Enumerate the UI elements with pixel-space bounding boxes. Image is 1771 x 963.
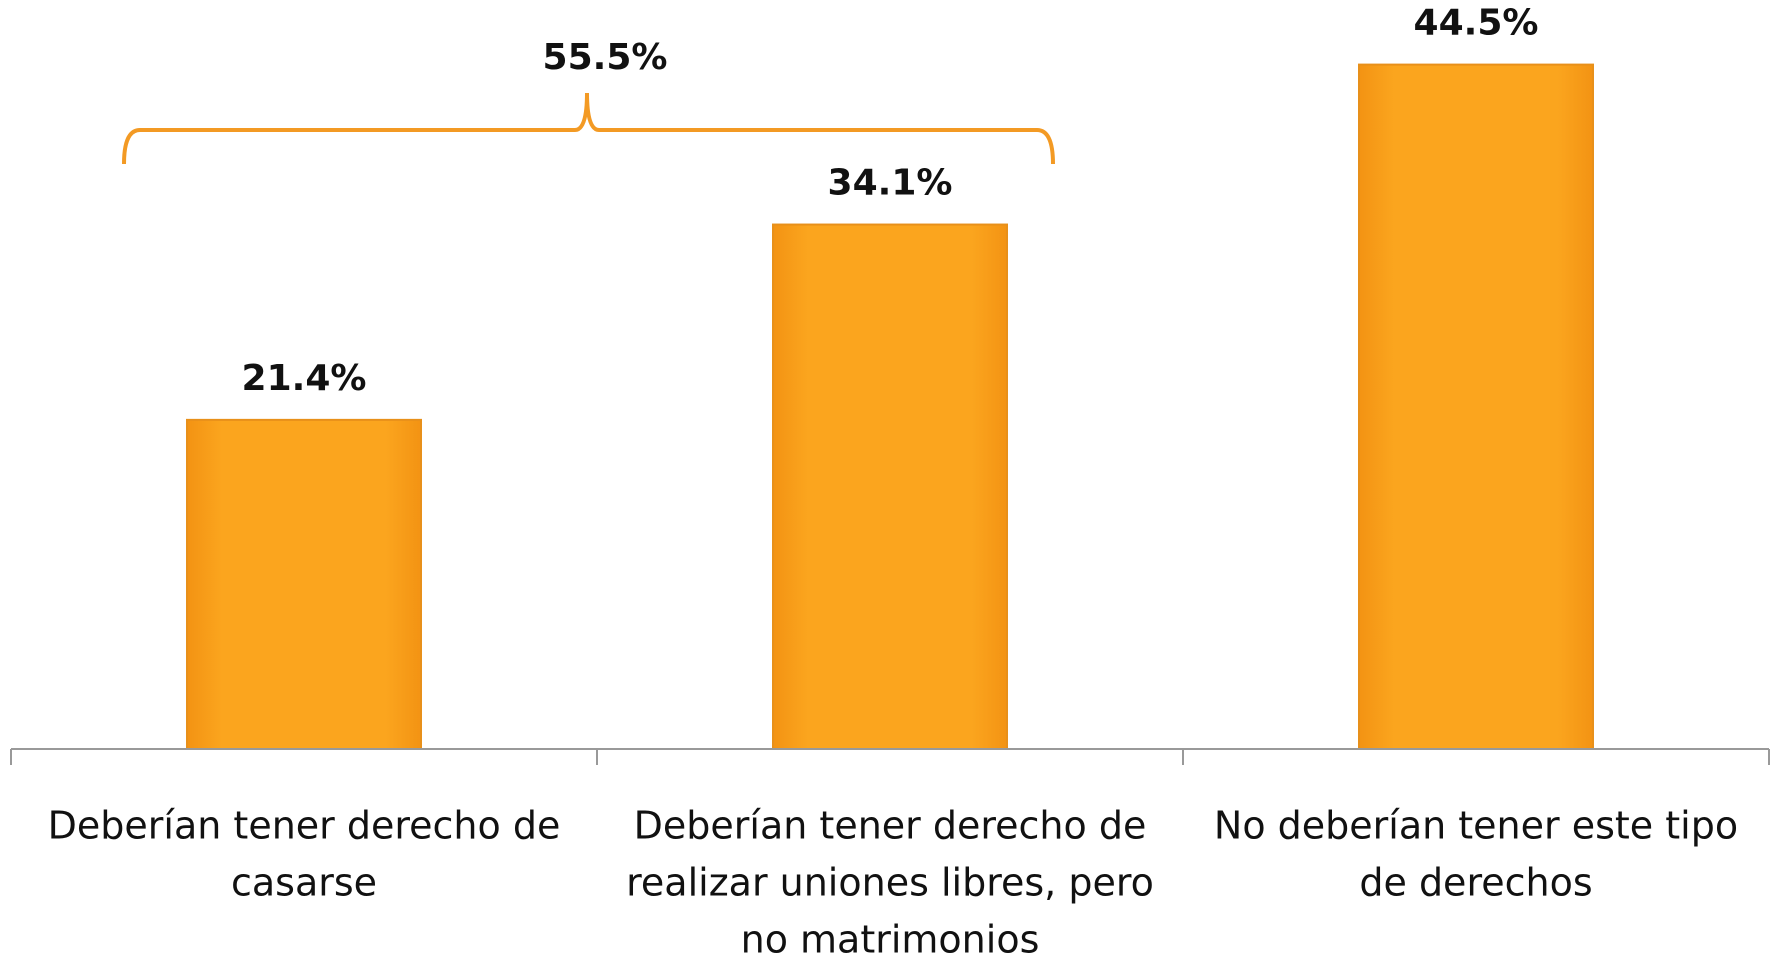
x-tick-label: No deberían tener este tipo	[1214, 804, 1738, 848]
bar	[772, 223, 1008, 750]
value-label: 44.5%	[1414, 3, 1539, 44]
annotation: 55.5%	[543, 37, 668, 78]
value-label: 34.1%	[828, 163, 953, 204]
bar	[186, 418, 422, 750]
x-tick-label: realizar uniones libres, pero	[626, 861, 1154, 905]
x-tick-label: Deberían tener derecho de	[634, 804, 1147, 848]
x-tick-label: casarse	[231, 861, 377, 905]
x-tick-label: no matrimonios	[741, 918, 1040, 962]
value-label: 21.4%	[242, 358, 367, 399]
x-tick-label: Deberían tener derecho de	[48, 804, 561, 848]
x-tick-label: de derechos	[1359, 861, 1592, 905]
bar	[1358, 63, 1594, 751]
brace	[122, 92, 1055, 165]
